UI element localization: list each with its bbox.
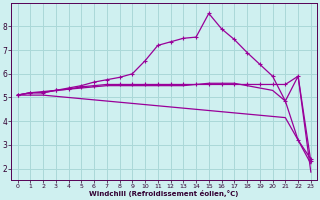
X-axis label: Windchill (Refroidissement éolien,°C): Windchill (Refroidissement éolien,°C) bbox=[90, 190, 239, 197]
